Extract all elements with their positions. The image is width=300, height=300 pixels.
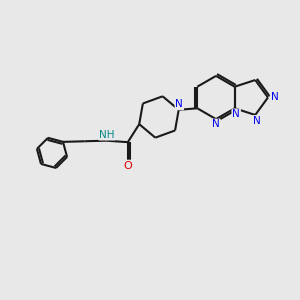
Text: N: N (232, 109, 240, 119)
Text: N: N (253, 116, 261, 126)
Text: N: N (176, 99, 183, 110)
Text: O: O (124, 160, 132, 171)
Text: N: N (212, 119, 220, 130)
Text: N: N (271, 92, 278, 103)
Text: NH: NH (99, 130, 115, 140)
